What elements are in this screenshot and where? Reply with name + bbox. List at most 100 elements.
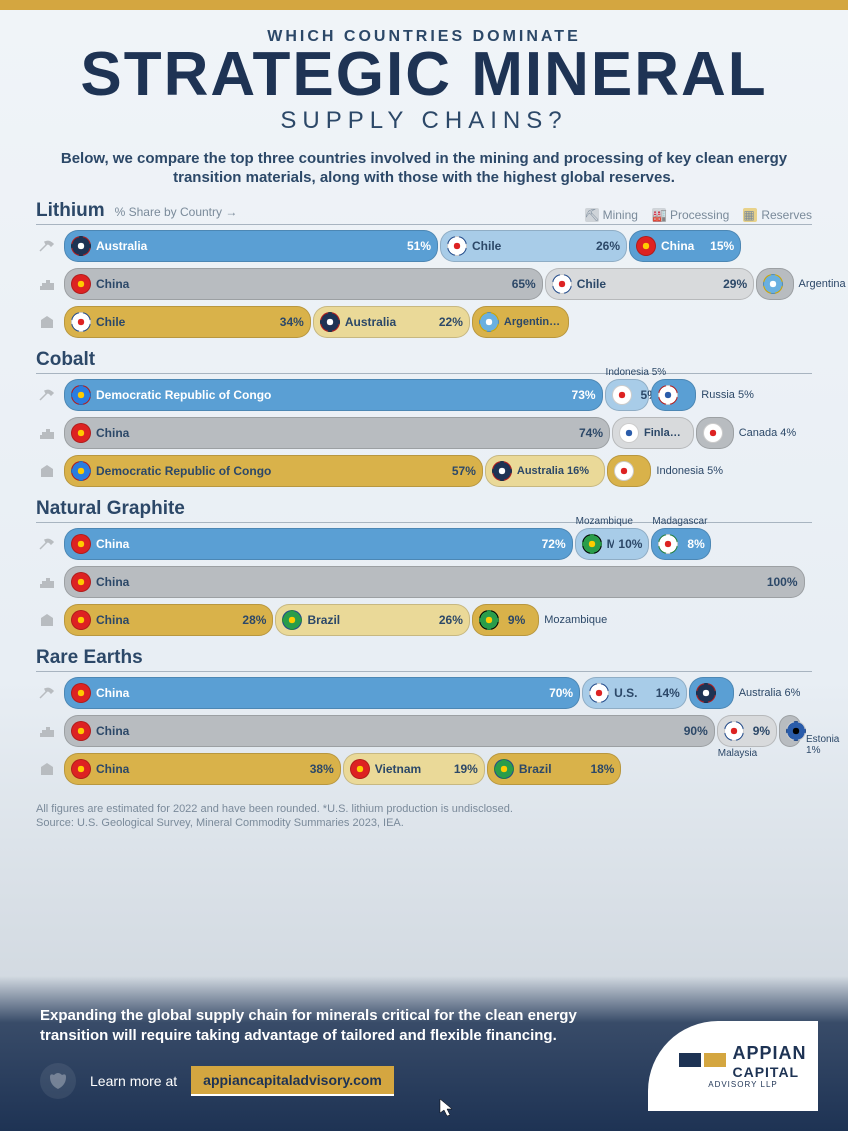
bar-track: Chile34%Australia22%Argentina 13% [64,306,812,338]
bar-track: China38%Vietnam19%Brazil18% [64,753,812,785]
legend: ⛏Mining 🏭Processing ▦Reserves [585,208,812,222]
bar-segment: Vietnam19% [343,753,485,785]
accent-bar [0,0,848,10]
top-label: Mozambique [576,516,633,529]
bar-segment: Argentina 13% [472,306,569,338]
bar-track: China70%U.S.14%Australia 6% [64,677,812,709]
row-mining: China72%Mozambique10%MozambiqueMadagasca… [36,527,812,561]
bar-segment: China65% [64,268,543,300]
bar-track: Australia51%Chile26%China15% [64,230,812,262]
sub-title: SUPPLY CHAINS? [40,107,808,135]
mineral-natural-graphite: Natural Graphite China72%Mozambique10%Mo… [36,498,812,637]
bar-track: China74%Finland 10%Canada 4% [64,417,812,449]
chart-area: Lithium % Share by Country → ⛏Mining 🏭Pr… [0,200,848,837]
mineral-cobalt: Cobalt Democratic Republic of Congo73%In… [36,349,812,488]
mineral-name: Lithium [36,200,105,222]
row-mining: Democratic Republic of Congo73%Indonesia… [36,378,812,412]
bar-segment: Democratic Republic of Congo73% [64,379,603,411]
top-label: Indonesia 5% [606,367,667,380]
bar-segment: China100% [64,566,805,598]
cursor-icon [438,1097,454,1117]
bar-track: China72%Mozambique10%MozambiqueMadagasca… [64,528,812,560]
mineral-lithium: Lithium % Share by Country → ⛏Mining 🏭Pr… [36,200,812,339]
reserves-icon [36,311,58,333]
bar-segment: Canada 4% [696,417,733,449]
top-label: Madagascar [652,516,707,529]
appian-logo: APPIAN CAPITAL ADVISORY LLP [648,1021,818,1111]
row-processing: China90%Malaysia9%MalaysiaEstonia1% [36,714,812,748]
bar-segment: Malaysia9%Malaysia [717,715,777,747]
outside-label: Canada 4% [733,427,797,439]
footer: Expanding the global supply chain for mi… [0,976,848,1131]
mineral-name: Rare Earths [36,647,143,669]
bar-segment: Brazil26% [275,604,469,636]
learn-more-label: Learn more at [90,1073,177,1089]
outside-label: Mozambique [538,614,607,626]
bar-segment: Australia51% [64,230,438,262]
bar-track: China100% [64,566,812,598]
bar-track: China90%Malaysia9%MalaysiaEstonia1% [64,715,812,747]
bar-track: Democratic Republic of Congo57%Australia… [64,455,812,487]
logo-line2: CAPITAL [732,1064,806,1080]
outside-label: Russia 5% [695,389,754,401]
bar-segment: Chile29% [545,268,754,300]
bar-segment: China70% [64,677,580,709]
bar-segment: China28% [64,604,273,636]
bar-segment: China72% [64,528,573,560]
mining-icon [36,533,58,555]
intro-text: Below, we compare the top three countrie… [0,143,848,200]
bar-segment: Chile26% [440,230,627,262]
outside-label: Australia 6% [733,687,801,699]
row-processing: China100% [36,565,812,599]
header: WHICH COUNTRIES DOMINATE STRATEGIC MINER… [0,10,848,143]
bar-segment: U.S.14% [582,677,687,709]
mineral-name: Cobalt [36,349,95,371]
logo-line1: APPIAN [732,1043,806,1064]
row-processing: China65%Chile29%Argentina 5% [36,267,812,301]
bar-segment: China15% [629,230,741,262]
logo-line3: ADVISORY LLP [708,1080,778,1089]
bar-segment: Argentina 5% [756,268,793,300]
footer-text: Expanding the global supply chain for mi… [40,1006,600,1047]
row-reserves: China38%Vietnam19%Brazil18% [36,752,812,786]
bar-segment: Indonesia5%Indonesia 5% [605,379,650,411]
row-reserves: Democratic Republic of Congo57%Australia… [36,454,812,488]
reserves-icon [36,609,58,631]
processing-icon [36,571,58,593]
bar-segment: Australia 6% [689,677,734,709]
bar-segment: China38% [64,753,341,785]
bar-segment: Mozambique10%Mozambique [575,528,650,560]
reserves-icon [36,460,58,482]
mineral-rare-earths: Rare Earths China70%U.S.14%Australia 6%C… [36,647,812,786]
mining-icon [36,682,58,704]
bar-track: Democratic Republic of Congo73%Indonesia… [64,379,812,411]
bar-track: China28%Brazil26%9%Mozambique [64,604,812,636]
bar-track: China65%Chile29%Argentina 5% [64,268,812,300]
bar-segment: Estonia1% [779,715,801,747]
outside-label: Estonia1% [800,720,839,742]
row-mining: Australia51%Chile26%China15% [36,229,812,263]
bar-segment: Brazil18% [487,753,622,785]
bar-segment: Democratic Republic of Congo57% [64,455,483,487]
mask-icon [40,1063,76,1099]
processing-icon [36,273,58,295]
bar-segment: Russia 5% [651,379,696,411]
bar-segment: Indonesia 5% [607,455,652,487]
processing-icon [36,422,58,444]
bar-segment: 9%Mozambique [472,604,539,636]
row-mining: China70%U.S.14%Australia 6% [36,676,812,710]
bar-segment: China74% [64,417,610,449]
row-reserves: Chile34%Australia22%Argentina 13% [36,305,812,339]
share-label: % Share by Country → [115,205,238,219]
row-reserves: China28%Brazil26%9%Mozambique [36,603,812,637]
processing-icon [36,720,58,742]
bar-segment: Finland 10% [612,417,694,449]
cta-link[interactable]: appiancapitaladvisory.com [191,1066,394,1096]
outside-label: Argentina 5% [793,278,848,290]
outside-label: Indonesia 5% [650,465,723,477]
bar-segment: Australia 16% [485,455,605,487]
row-processing: China74%Finland 10%Canada 4% [36,416,812,450]
bar-segment: Australia22% [313,306,470,338]
bar-segment: Chile34% [64,306,311,338]
mineral-name: Natural Graphite [36,498,185,520]
